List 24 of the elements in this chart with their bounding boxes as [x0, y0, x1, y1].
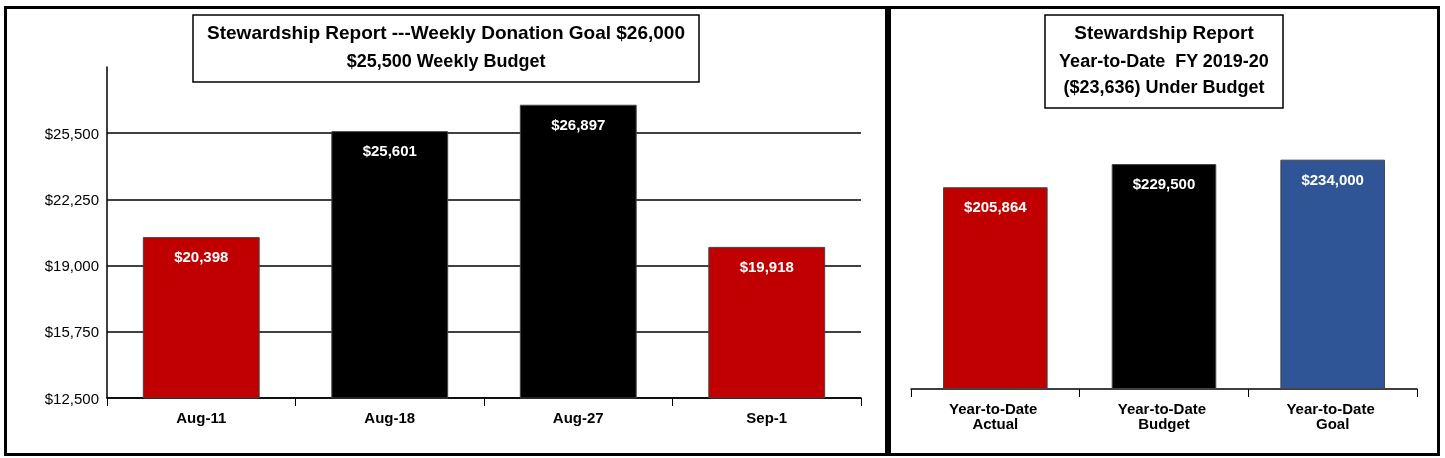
x-tick-label: Aug-11	[176, 409, 227, 426]
x-tick-label: Aug-27	[552, 409, 604, 426]
x-tick-label: Sep-1	[746, 409, 788, 426]
data-label: $25,601	[362, 142, 417, 160]
data-label: $234,000	[1301, 170, 1364, 188]
chart-subtitle: Year-to-Date FY 2019-20	[1059, 51, 1269, 71]
y-tick-label: $22,250	[44, 190, 99, 208]
text: ($23,636) Under Budget	[1063, 77, 1265, 97]
chart-subtitle: $25,500 Weekly Budget	[346, 51, 546, 71]
y-tick-label: $15,750	[44, 323, 99, 341]
x-tick-label: Year-to-Date Actual	[949, 400, 1042, 432]
x-tick-label: Year-to-Date Goal	[1286, 400, 1379, 432]
y-tick-label: $12,500	[44, 389, 99, 407]
chart-title: Stewardship Report ---Weekly Donation Goal $26,000	[207, 22, 685, 43]
data-label: $229,500	[1132, 175, 1196, 193]
data-label: $26,897	[551, 115, 606, 133]
y-tick-label: $19,000	[44, 257, 99, 275]
data-label: $19,918	[739, 257, 794, 275]
x-tick-label: Year-to-Date Budget	[1117, 400, 1211, 432]
data-label: $205,864	[964, 198, 1028, 216]
chart-title: Stewardship Report	[1074, 22, 1255, 43]
x-tick-label: Aug-18	[364, 409, 416, 426]
data-label: $20,398	[174, 248, 229, 266]
y-tick-label: $25,500	[44, 124, 99, 142]
